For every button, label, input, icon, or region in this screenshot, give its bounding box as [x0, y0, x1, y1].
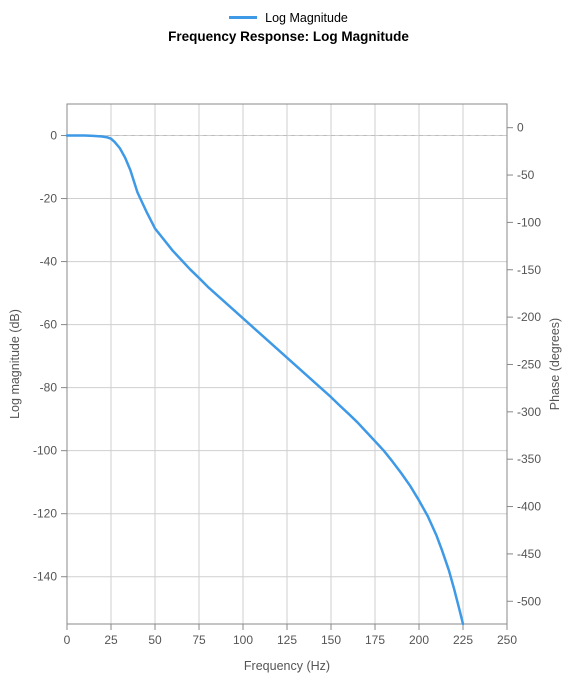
x-tick-label: 100: [233, 633, 253, 647]
y-right-tick-label: -50: [517, 168, 535, 182]
y-right-tick-label: -100: [517, 215, 541, 229]
y-left-tick-label: -60: [40, 317, 58, 331]
legend-label: Log Magnitude: [265, 11, 348, 25]
y-right-tick-label: -350: [517, 452, 541, 466]
x-tick-label: 75: [192, 633, 206, 647]
y-left-tick-label: 0: [50, 128, 57, 142]
y-left-axis-title: Log magnitude (dB): [8, 309, 22, 419]
x-tick-label: 0: [64, 633, 71, 647]
y-right-tick-label: -300: [517, 404, 541, 418]
x-tick-label: 150: [321, 633, 341, 647]
plot-svg: 0 25 50 75 100 125 150 175 200 225 250 0 -20 -40 -60 -8…: [0, 44, 577, 700]
chart-title: Frequency Response: Log Magnitude: [0, 29, 577, 44]
y-right-tick-label: -450: [517, 546, 541, 560]
series-log-magnitude: [67, 135, 463, 623]
legend-swatch: [229, 16, 257, 19]
y-right-tick-label: -200: [517, 310, 541, 324]
legend: Log Magnitude: [0, 0, 577, 25]
y-left-tick-label: -80: [40, 380, 58, 394]
x-tick-label: 175: [365, 633, 385, 647]
chart-container: { "chart": { "type": "line", "legend_lab…: [0, 0, 577, 656]
x-tick-label: 225: [453, 633, 473, 647]
y-left-tick-label: -140: [33, 569, 57, 583]
y-right-tick-label: -150: [517, 262, 541, 276]
x-tick-label: 125: [277, 633, 297, 647]
x-tick-label: 50: [148, 633, 162, 647]
y-right-axis-title: Phase (degrees): [548, 317, 562, 409]
y-left-tick-label: -120: [33, 506, 57, 520]
y-right-tick-label: -400: [517, 499, 541, 513]
x-axis-title: Frequency (Hz): [244, 659, 330, 673]
y-left-tick-label: -40: [40, 254, 58, 268]
y-right-tick-label: -250: [517, 357, 541, 371]
y-right-tick-label: -500: [517, 594, 541, 608]
y-left-tick-label: -100: [33, 443, 57, 457]
y-left-tick-label: -20: [40, 191, 58, 205]
legend-item-log-magnitude: Log Magnitude: [229, 11, 348, 25]
x-tick-label: 250: [497, 633, 517, 647]
x-tick-label: 25: [104, 633, 118, 647]
x-tick-label: 200: [409, 633, 429, 647]
y-right-tick-label: 0: [517, 120, 524, 134]
